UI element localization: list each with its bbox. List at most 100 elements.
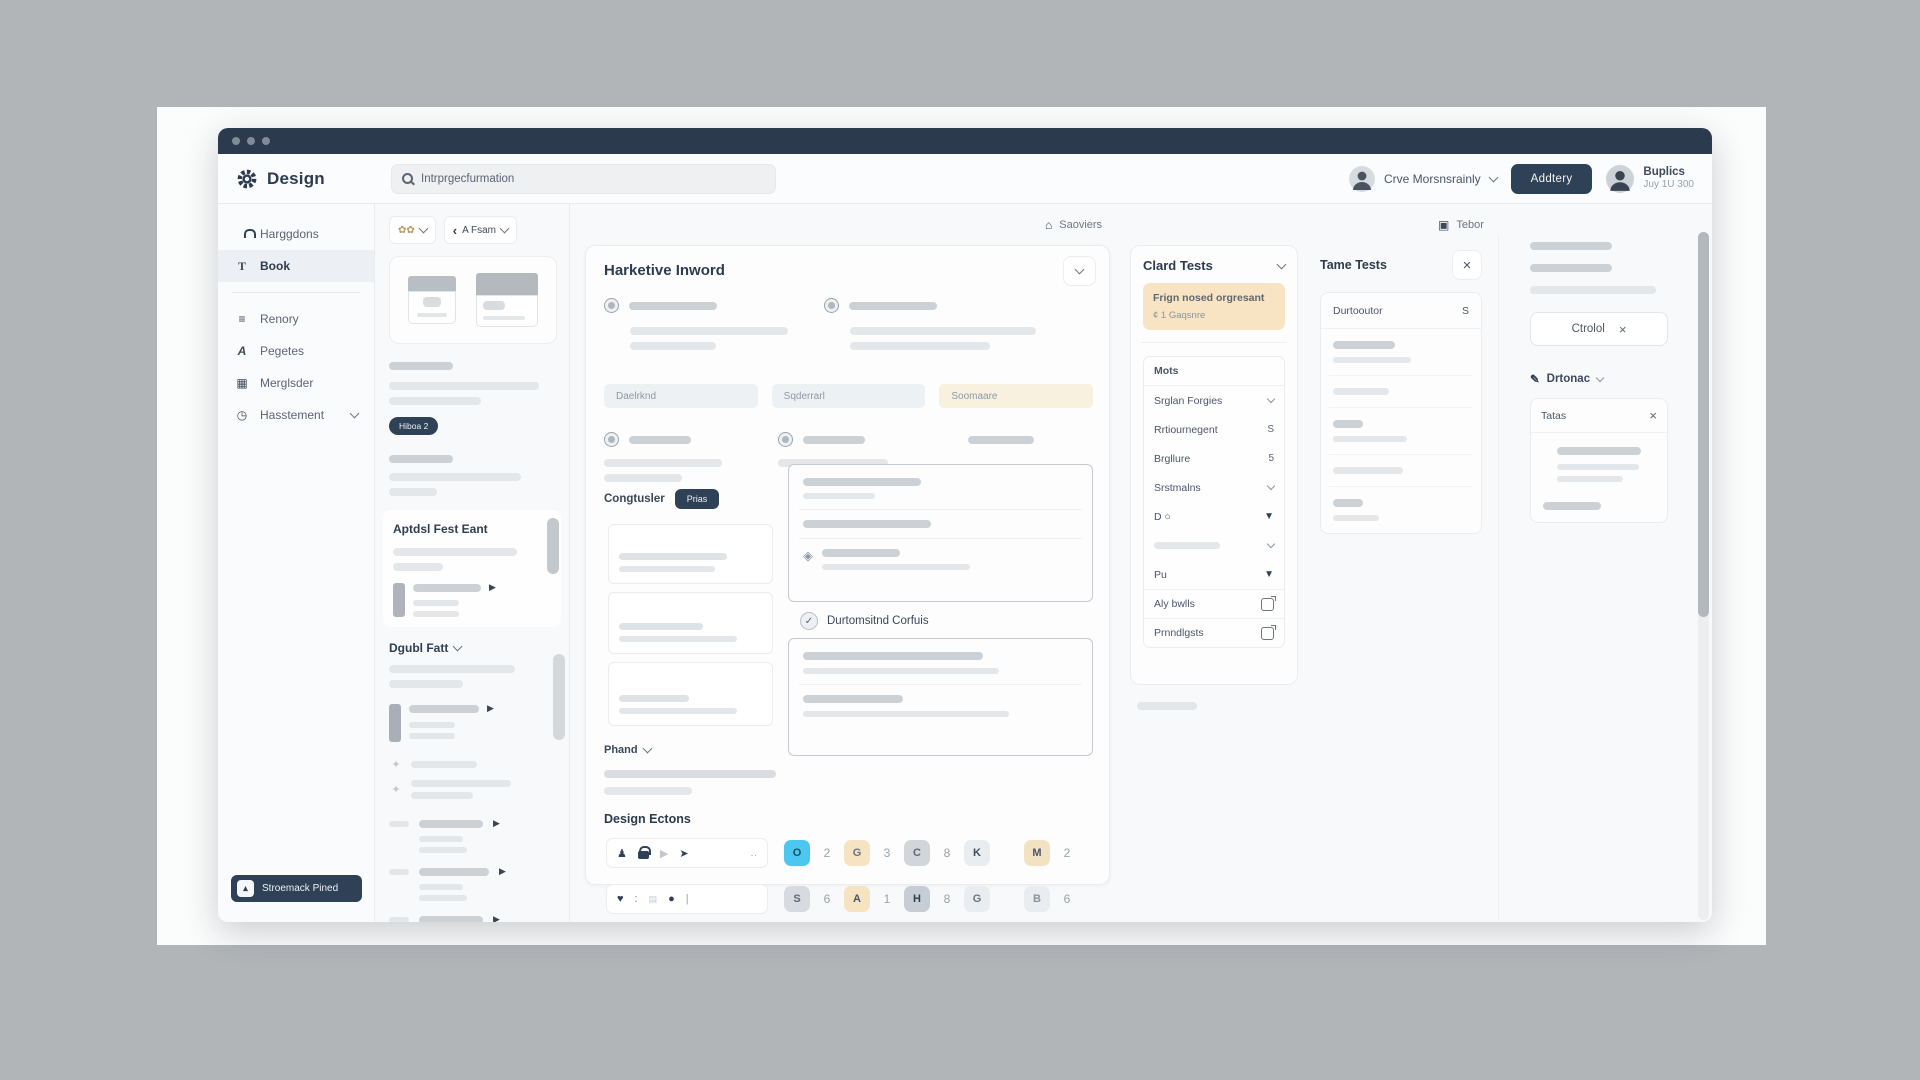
tag-pill[interactable]: Hiboa 2 [389, 417, 439, 435]
thumbnail-card[interactable] [389, 256, 557, 344]
settings-row[interactable]: Aly bwlls [1144, 589, 1284, 618]
placeholder-bar [619, 708, 737, 714]
sidebar-bottom-button[interactable]: ▴ Stroemack Pined [231, 875, 362, 902]
grid-small-icon[interactable]: ▤ [648, 893, 658, 904]
traffic-light-zoom[interactable] [262, 137, 270, 145]
element-chip[interactable]: S [784, 886, 810, 912]
asset-list-item[interactable]: ▶ [393, 583, 551, 617]
outlined-box: ◈ [788, 464, 1093, 602]
settings-row[interactable]: Mots [1144, 357, 1284, 386]
search-bar[interactable] [391, 163, 776, 194]
sidebar-item-merglsder[interactable]: ▦ Merglsder [218, 367, 374, 399]
sidebar-item-hasstement[interactable]: ◷ Hasstement [218, 399, 374, 431]
primary-action-button[interactable]: Addtery [1510, 163, 1593, 194]
chevron-down-icon[interactable] [642, 743, 653, 754]
settings-row[interactable]: Brgllure 5 [1144, 444, 1284, 473]
app-logo[interactable]: Design [236, 168, 386, 190]
colon-icon: : [634, 893, 638, 905]
option-card[interactable] [608, 592, 773, 654]
sidebar-item-pegetes[interactable]: A Pegetes [218, 335, 374, 367]
profile-block[interactable]: Buplics Juy 1U 300 [1606, 164, 1694, 193]
element-chip[interactable]: C [904, 840, 930, 866]
window-scrollbar[interactable] [1698, 232, 1709, 920]
inspector-dropdown[interactable]: ✎ Drtonac [1530, 372, 1670, 386]
queue-item[interactable]: ▶ [389, 819, 557, 828]
outlined-box [788, 638, 1093, 756]
asset-list-item[interactable]: ▶ [389, 704, 557, 742]
queue-item[interactable]: ▶ [389, 867, 557, 876]
toolbar-left-label[interactable]: ⌂ Saoviers [1045, 218, 1102, 232]
tab-chip[interactable]: Soomaare [939, 384, 1094, 408]
element-chip[interactable]: A [844, 886, 870, 912]
design-section-title: Design Ectons [604, 812, 691, 826]
close-icon[interactable]: × [1452, 250, 1482, 280]
element-chip[interactable]: O [784, 840, 810, 866]
settings-row[interactable] [1144, 531, 1284, 560]
play-icon[interactable]: ▶ [499, 866, 506, 876]
pawn-icon[interactable]: ♟ [617, 847, 627, 860]
play-icon[interactable]: ▶ [493, 914, 500, 923]
toolbar-right-label[interactable]: ▣ Tebor [1438, 218, 1484, 232]
placeholder-bar [389, 868, 409, 875]
element-chip[interactable]: G [964, 886, 990, 912]
chevron-down-icon[interactable] [1276, 259, 1287, 269]
asset-thumb [389, 704, 401, 742]
play-icon[interactable]: ▶ [493, 818, 500, 828]
tame-header-value: S [1461, 304, 1469, 317]
settings-row[interactable]: Rrtiournegent S [1144, 415, 1284, 444]
placeholder-bar [604, 459, 722, 467]
lock-icon[interactable] [637, 846, 652, 859]
element-chip[interactable]: B [1024, 886, 1050, 912]
placeholder-bar [393, 548, 517, 556]
tab-chip[interactable]: Daelrknd [604, 384, 758, 408]
traffic-light-close[interactable] [232, 137, 240, 145]
close-icon[interactable]: × [1649, 408, 1657, 423]
checked-row[interactable]: ✓ Durtomsitnd Corfuis [800, 612, 929, 630]
placeholder-bar [389, 488, 437, 496]
compose-pill[interactable]: Prias [674, 489, 720, 509]
settings-row[interactable]: Prnndlgsts [1144, 618, 1284, 647]
play-icon[interactable]: ▶ [489, 582, 496, 592]
heart-icon[interactable]: ♥ [617, 893, 624, 905]
option-card[interactable] [608, 662, 773, 726]
pipe-icon: | [685, 893, 689, 905]
more-icon[interactable]: ‥ [750, 847, 757, 859]
scrollbar-thumb[interactable] [547, 518, 559, 574]
play-icon[interactable]: ▶ [487, 703, 494, 713]
element-chip[interactable]: M [1024, 840, 1050, 866]
settings-row[interactable]: Srglan Forgies [1144, 386, 1284, 415]
sidebar-item-renory[interactable]: ≡ Renory [218, 303, 374, 335]
chevron-down-icon[interactable] [452, 641, 463, 652]
control-button[interactable]: Ctrolol × [1530, 312, 1668, 346]
tab-chip[interactable]: Sqderrarl [771, 384, 926, 408]
filter-dropdown[interactable]: ✿✿ [389, 216, 436, 244]
collapse-button[interactable] [1063, 256, 1096, 286]
element-chip[interactable]: G [844, 840, 870, 866]
element-chip[interactable]: H [904, 886, 930, 912]
pencil-icon: ✎ [1530, 374, 1540, 386]
user-menu[interactable]: Crve Morsnsrainly [1348, 165, 1499, 192]
dot-icon[interactable]: ● [668, 893, 675, 905]
pointer-icon[interactable]: ➤ [679, 847, 689, 860]
settings-row[interactable]: Srstmalns [1144, 473, 1284, 502]
settings-row[interactable]: Pu ▼ [1144, 560, 1284, 589]
element-chip[interactable]: K [964, 840, 990, 866]
option-card[interactable] [608, 524, 773, 584]
traffic-light-minimize[interactable] [247, 137, 255, 145]
queue-item[interactable]: ▶ [389, 915, 557, 922]
bullet-icon [604, 298, 619, 313]
placeholder-bar [409, 733, 455, 739]
placeholder-bar [803, 493, 875, 499]
settings-row[interactable]: D ○ ▼ [1144, 502, 1284, 531]
scrollbar-thumb[interactable] [1698, 232, 1709, 617]
frame-dropdown[interactable]: ‹ A Fsam [443, 216, 518, 244]
sidebar-item-harggdons[interactable]: Harggdons [218, 218, 374, 250]
sidebar-item-book[interactable]: T Book [218, 250, 374, 282]
search-input[interactable] [421, 172, 765, 185]
play-icon[interactable]: ▶ [659, 847, 669, 860]
scrollbar-thumb[interactable] [553, 654, 565, 740]
tame-card-header[interactable]: Durtooutor S [1321, 293, 1481, 329]
placeholder-bar [389, 665, 515, 673]
notice-banner[interactable]: Frign nosed orgresant ¢ 1 Gaqsnre [1143, 283, 1285, 330]
row-label: Rrtiournegent [1154, 423, 1218, 436]
